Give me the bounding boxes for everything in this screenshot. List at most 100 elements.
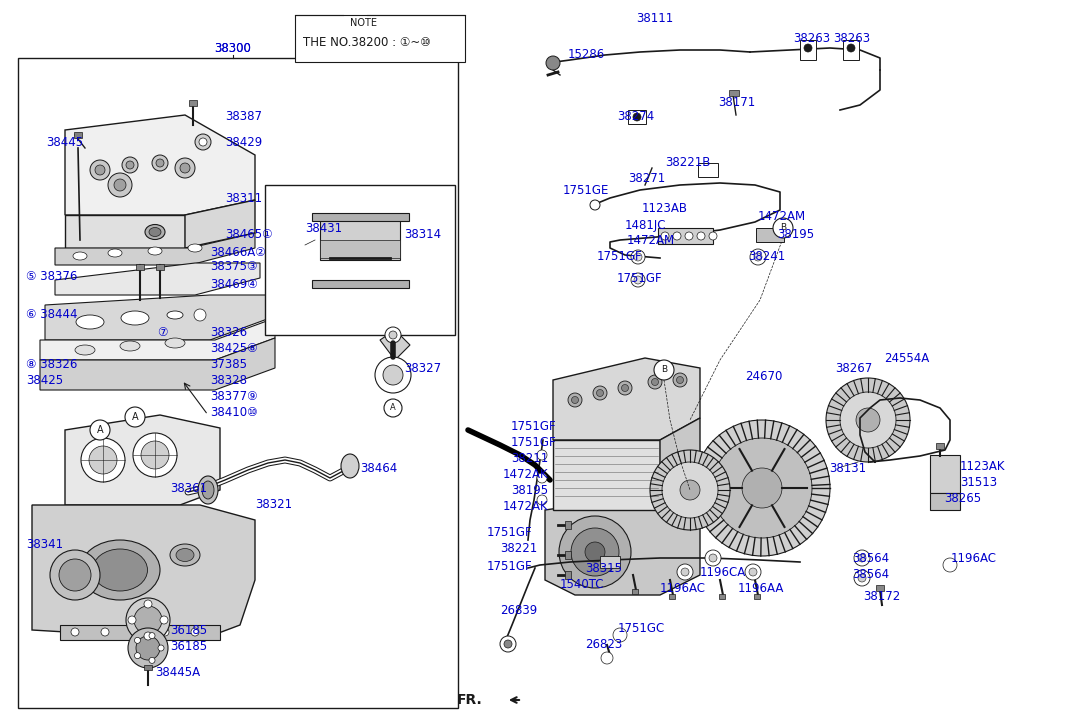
Circle shape	[754, 253, 762, 261]
Circle shape	[161, 628, 169, 636]
Circle shape	[158, 645, 164, 651]
Circle shape	[136, 636, 160, 660]
Bar	[320, 240, 400, 258]
Circle shape	[95, 165, 105, 175]
Ellipse shape	[93, 549, 147, 591]
Circle shape	[673, 232, 681, 240]
Circle shape	[500, 636, 516, 652]
Text: 38361: 38361	[170, 483, 207, 496]
Bar	[156, 264, 164, 270]
Text: 38263: 38263	[833, 31, 870, 44]
Bar	[800, 40, 816, 60]
Circle shape	[114, 179, 126, 191]
Circle shape	[676, 377, 684, 384]
Circle shape	[858, 554, 866, 562]
Circle shape	[847, 44, 855, 52]
Text: 38315: 38315	[585, 561, 622, 574]
Circle shape	[805, 44, 812, 52]
Circle shape	[571, 528, 619, 576]
Circle shape	[546, 56, 560, 70]
Text: 24554A: 24554A	[883, 351, 929, 364]
Text: 38410⑩: 38410⑩	[210, 406, 257, 419]
Circle shape	[149, 632, 155, 638]
Circle shape	[144, 632, 152, 640]
Text: 26839: 26839	[500, 604, 538, 617]
Bar	[566, 551, 571, 559]
Polygon shape	[45, 295, 270, 340]
Polygon shape	[930, 493, 960, 510]
Circle shape	[621, 385, 628, 392]
Text: B: B	[660, 366, 667, 374]
Circle shape	[537, 450, 547, 460]
Text: 38300: 38300	[214, 41, 252, 55]
Bar	[566, 571, 571, 579]
Text: 38328: 38328	[210, 374, 246, 387]
Text: 38375③: 38375③	[210, 260, 257, 273]
Circle shape	[712, 438, 812, 538]
Circle shape	[631, 250, 644, 264]
Circle shape	[175, 158, 195, 178]
Circle shape	[680, 480, 700, 500]
Text: 38429: 38429	[225, 137, 262, 150]
Text: 38564: 38564	[853, 569, 889, 582]
Ellipse shape	[80, 540, 160, 600]
Bar	[312, 280, 409, 288]
Polygon shape	[380, 330, 410, 360]
Circle shape	[685, 232, 692, 240]
Circle shape	[134, 653, 141, 659]
Circle shape	[375, 357, 411, 393]
Text: ⑤ 38376: ⑤ 38376	[26, 270, 78, 283]
Text: 36185: 36185	[170, 624, 207, 638]
Circle shape	[156, 159, 164, 167]
Circle shape	[858, 574, 866, 582]
Polygon shape	[39, 318, 275, 360]
Polygon shape	[55, 263, 260, 295]
Bar	[698, 163, 718, 177]
Text: 1751GF: 1751GF	[598, 251, 642, 263]
Polygon shape	[32, 505, 255, 640]
Text: 31513: 31513	[960, 475, 998, 489]
Text: FR.: FR.	[457, 693, 482, 707]
Circle shape	[631, 273, 644, 287]
Text: 26823: 26823	[585, 638, 622, 651]
Circle shape	[654, 360, 674, 380]
Circle shape	[694, 420, 830, 556]
Circle shape	[708, 554, 717, 562]
Circle shape	[660, 232, 669, 240]
Circle shape	[572, 396, 578, 403]
Bar	[936, 443, 944, 449]
Text: 1751GF: 1751GF	[511, 436, 557, 449]
Bar	[658, 228, 713, 244]
Circle shape	[152, 155, 168, 171]
Polygon shape	[65, 415, 220, 505]
Bar	[628, 110, 646, 124]
Circle shape	[59, 559, 91, 591]
Circle shape	[697, 232, 705, 240]
Ellipse shape	[188, 244, 202, 252]
Ellipse shape	[202, 481, 214, 499]
Text: 1472AM: 1472AM	[627, 235, 675, 247]
Circle shape	[131, 628, 139, 636]
Bar	[566, 521, 571, 529]
Bar	[632, 589, 638, 594]
Text: 38327: 38327	[404, 361, 441, 374]
Text: ⑥ 38444: ⑥ 38444	[26, 308, 78, 321]
Text: THE NO.38200 : ①~⑩: THE NO.38200 : ①~⑩	[303, 36, 431, 49]
Text: A: A	[131, 412, 139, 422]
Circle shape	[559, 516, 631, 588]
Text: B: B	[780, 223, 786, 233]
Text: 37385: 37385	[210, 358, 246, 371]
Text: 1196CA: 1196CA	[700, 566, 746, 579]
Circle shape	[840, 392, 896, 448]
Circle shape	[856, 408, 880, 432]
Polygon shape	[65, 215, 185, 248]
Circle shape	[504, 640, 512, 648]
Circle shape	[180, 163, 190, 173]
Circle shape	[134, 606, 162, 634]
Circle shape	[681, 568, 689, 576]
Polygon shape	[39, 338, 275, 390]
Text: 38445: 38445	[46, 137, 83, 150]
Bar	[754, 594, 760, 599]
Text: 38465①: 38465①	[225, 228, 273, 241]
Circle shape	[90, 160, 110, 180]
